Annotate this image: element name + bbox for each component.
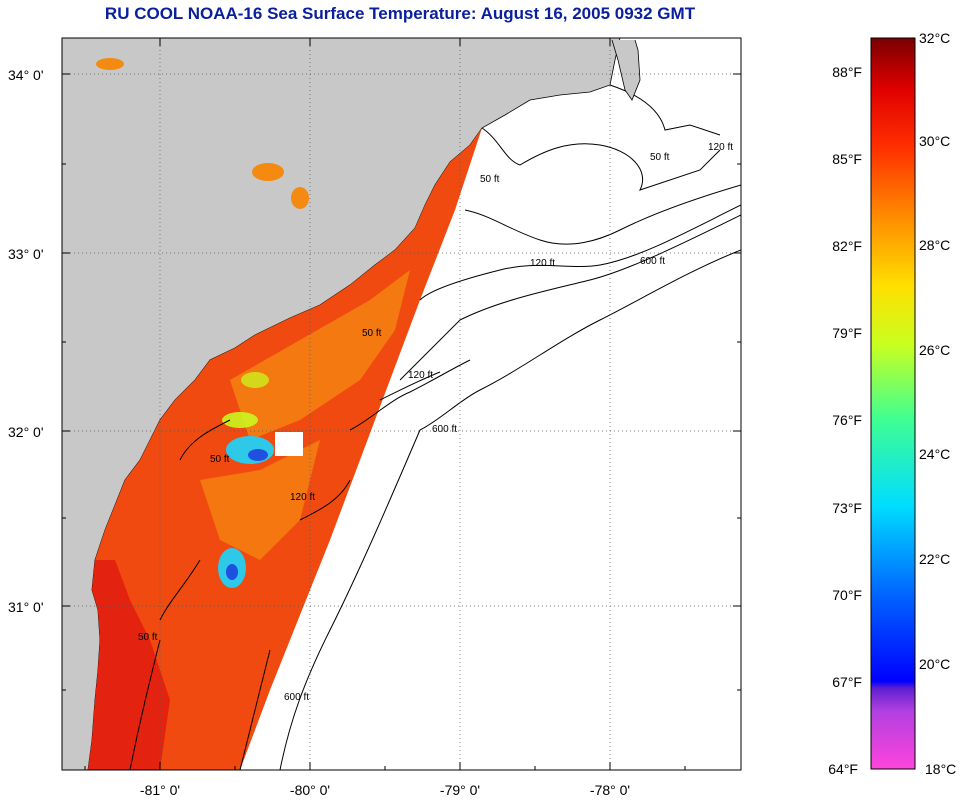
contour-labels: 50 ft 50 ft 50 ft 50 ft 50 ft 120 ft 120… <box>138 142 733 703</box>
chart-title: RU COOL NOAA-16 Sea Surface Temperature:… <box>104 4 696 23</box>
lon-label: -81° 0' <box>140 782 180 798</box>
svg-text:30°C: 30°C <box>919 133 950 149</box>
svg-text:120 ft: 120 ft <box>408 370 433 381</box>
colorbar-celsius-labels: 32°C 30°C 28°C 26°C 24°C 22°C 20°C 18°C <box>919 30 956 777</box>
svg-text:50 ft: 50 ft <box>650 152 670 163</box>
svg-text:79°F: 79°F <box>832 325 862 341</box>
svg-text:32°C: 32°C <box>919 30 950 46</box>
sst-cool-patch-1 <box>226 436 274 464</box>
latitude-labels: 34° 0' 33° 0' 32° 0' 31° 0' <box>8 67 44 615</box>
lat-label: 34° 0' <box>8 67 44 83</box>
svg-text:28°C: 28°C <box>919 237 950 253</box>
svg-text:64°F: 64°F <box>828 761 858 777</box>
lon-label: -80° 0' <box>290 782 330 798</box>
svg-text:20°C: 20°C <box>919 656 950 672</box>
svg-text:67°F: 67°F <box>832 674 862 690</box>
axis-ticks <box>62 38 741 770</box>
svg-text:120 ft: 120 ft <box>708 142 733 153</box>
sst-mid-band-2 <box>200 440 320 560</box>
map-frame <box>61 37 742 771</box>
lon-label: -79° 0' <box>440 782 480 798</box>
sst-mid-band <box>230 270 410 440</box>
svg-text:70°F: 70°F <box>832 587 862 603</box>
svg-text:88°F: 88°F <box>832 64 862 80</box>
colorbar-fahrenheit-labels: 88°F 85°F 82°F 79°F 76°F 73°F 70°F 67°F … <box>828 64 862 777</box>
svg-text:73°F: 73°F <box>832 500 862 516</box>
lon-label: -78° 0' <box>590 782 630 798</box>
sst-hot-band <box>88 560 170 770</box>
svg-text:24°C: 24°C <box>919 446 950 462</box>
missing-data-patch <box>275 432 303 456</box>
svg-text:85°F: 85°F <box>832 151 862 167</box>
svg-text:600 ft: 600 ft <box>284 692 309 703</box>
svg-text:18°C: 18°C <box>925 761 956 777</box>
svg-text:50 ft: 50 ft <box>138 632 158 643</box>
lat-label: 32° 0' <box>8 424 44 440</box>
lat-label: 33° 0' <box>8 246 44 262</box>
svg-text:600 ft: 600 ft <box>640 256 665 267</box>
lat-label: 31° 0' <box>8 599 44 615</box>
svg-text:22°C: 22°C <box>919 551 950 567</box>
longitude-labels: -81° 0' -80° 0' -79° 0' -78° 0' <box>140 782 630 798</box>
svg-text:82°F: 82°F <box>832 238 862 254</box>
svg-text:120 ft: 120 ft <box>530 258 555 269</box>
svg-text:76°F: 76°F <box>832 412 862 428</box>
colorbar-gradient <box>870 37 916 770</box>
svg-text:50 ft: 50 ft <box>362 328 382 339</box>
svg-text:120 ft: 120 ft <box>290 492 315 503</box>
svg-text:600 ft: 600 ft <box>432 424 457 435</box>
svg-text:50 ft: 50 ft <box>480 174 500 185</box>
svg-text:50 ft: 50 ft <box>210 454 230 465</box>
bathymetry-contours <box>129 84 741 770</box>
map-panel <box>62 38 741 770</box>
colorbar: 88°F 85°F 82°F 79°F 76°F 73°F 70°F 67°F … <box>828 30 956 777</box>
svg-text:26°C: 26°C <box>919 342 950 358</box>
